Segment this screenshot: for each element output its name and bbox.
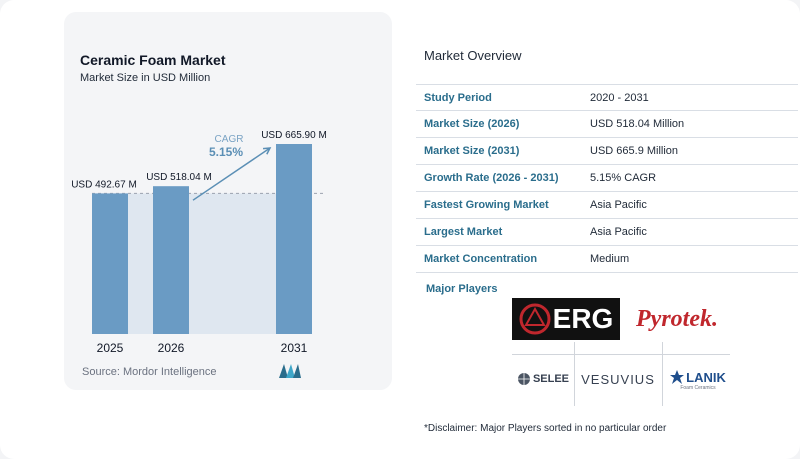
overview-row-value: Asia Pacific (590, 199, 647, 211)
overview-row-label: Study Period (424, 91, 492, 104)
selee-logo-text: SELEE (532, 373, 570, 385)
bar-chart: USD 492.67 M 2025 USD 518.04 M 2026 USD 665.… (71, 130, 327, 355)
cagr-arrow-head (262, 147, 272, 155)
baseline-band (92, 193, 312, 334)
bar (92, 193, 128, 334)
lanik-logo: LANIK Foam Ceramics (664, 362, 732, 398)
category-label: 2026 (158, 341, 185, 355)
overview-row-value: 5.15% CAGR (590, 172, 657, 184)
selee-logo: SELEE (514, 366, 572, 392)
overview-row: Market Concentration Medium (416, 246, 798, 273)
overview-title: Market Overview (424, 48, 522, 63)
bar (276, 144, 312, 334)
mordor-logo-icon (279, 364, 301, 378)
overview-row: Study Period 2020 - 2031 (416, 84, 798, 111)
source-note: Source: Mordor Intelligence (82, 366, 217, 378)
logo-divider (512, 354, 730, 355)
overview-row: Fastest Growing Market Asia Pacific (416, 192, 798, 219)
pyrotek-logo-text: Pyrotek. (636, 305, 718, 332)
cagr-label: CAGR (215, 134, 244, 145)
overview-table: Study Period 2020 - 2031 Market Size (2026… (416, 84, 798, 273)
chart-subtitle: Market Size in USD Million (80, 72, 211, 84)
chart-title: Ceramic Foam Market (80, 52, 226, 68)
bar-value-label: USD 492.67 M (71, 179, 137, 190)
cagr-arrow (192, 147, 271, 201)
overview-row: Largest Market Asia Pacific (416, 219, 798, 246)
erg-emblem-icon (519, 303, 551, 335)
selee-globe-icon (517, 373, 530, 385)
overview-row-label: Growth Rate (2026 - 2031) (424, 172, 559, 184)
pyrotek-logo: Pyrotek. (622, 298, 732, 340)
lanik-tagline: Foam Ceramics (680, 384, 716, 391)
cagr-value: 5.15% (209, 145, 243, 159)
overview-row-label: Market Concentration (424, 253, 538, 265)
lanik-logo-text: LANIK (686, 369, 726, 385)
overview-row-label: Fastest Growing Market (424, 199, 549, 211)
overview-row-value: Medium (590, 253, 630, 265)
overview-row-label: Market Size (2026) (424, 118, 520, 130)
category-label: 2031 (281, 341, 308, 355)
overview-row-value: Asia Pacific (590, 226, 647, 238)
bar-value-label: USD 665.90 M (261, 130, 327, 141)
erg-logo-text: ERG (552, 303, 614, 334)
overview-row: Growth Rate (2026 - 2031) 5.15% CAGR (416, 165, 798, 192)
overview-row-label: Market Size (2031) (424, 145, 520, 157)
category-label: 2025 (97, 341, 124, 355)
overview-row-label: Largest Market (424, 226, 503, 238)
logo-divider-vertical (574, 342, 575, 406)
logo-divider-vertical (662, 342, 663, 406)
overview-row-value: USD 665.9 Million (590, 145, 679, 157)
erg-logo: ERG (512, 298, 620, 340)
vesuvius-logo: VESUVIUS (576, 366, 660, 392)
vesuvius-logo-text: VESUVIUS (581, 371, 655, 387)
overview-row: Market Size (2031) USD 665.9 Million (416, 138, 798, 165)
major-players-label: Major Players (426, 283, 498, 295)
bar (153, 186, 189, 334)
disclaimer: *Disclaimer: Major Players sorted in no … (424, 423, 667, 434)
overview-row-value: 2020 - 2031 (590, 91, 649, 104)
bar-value-label: USD 518.04 M (146, 172, 212, 183)
overview-row-value: USD 518.04 Million (590, 118, 685, 130)
overview-row: Market Size (2026) USD 518.04 Million (416, 111, 798, 138)
lanik-star-icon (670, 370, 685, 384)
